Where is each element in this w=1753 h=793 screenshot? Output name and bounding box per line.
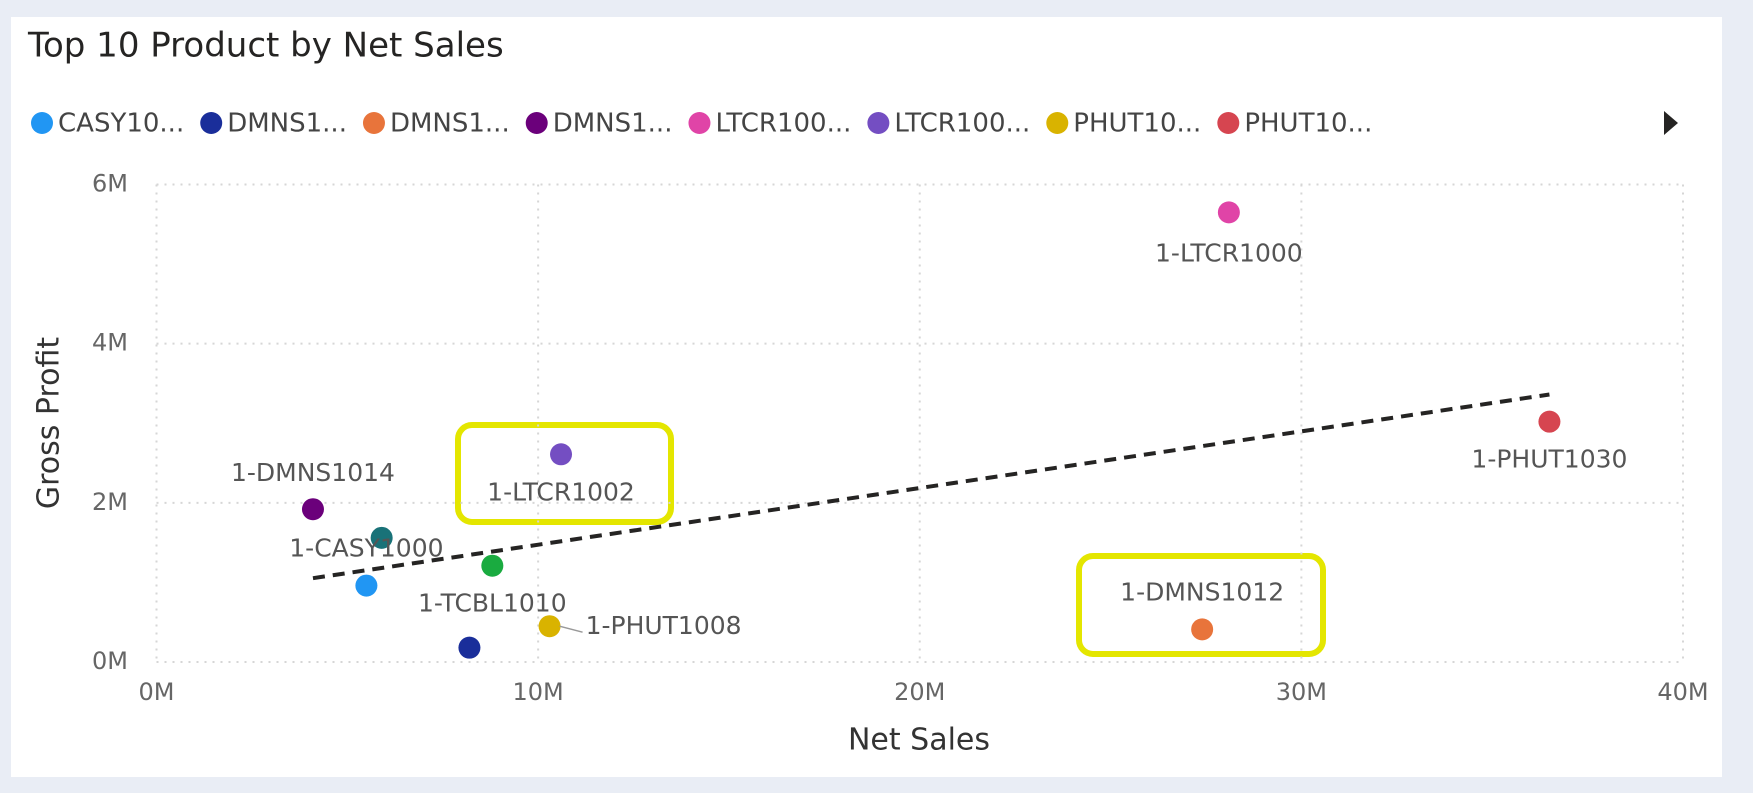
legend-marker (1046, 112, 1069, 134)
legend-label: LTCR100... (715, 109, 851, 139)
data-label: 1-DMNS1012 (1120, 577, 1284, 606)
y-tick-label: 6M (92, 170, 128, 198)
data-point (355, 574, 378, 597)
data-point (370, 526, 393, 549)
data-label: 1-LTCR1000 (1155, 238, 1303, 267)
leader-line (559, 625, 583, 633)
legend-marker (31, 112, 53, 134)
x-tick-label: 40M (1657, 678, 1708, 706)
legend-marker (688, 112, 711, 134)
legend-label: DMNS1... (390, 109, 510, 139)
legend-marker (867, 112, 890, 134)
highlight-box (455, 422, 674, 525)
legend-label: LTCR100... (894, 109, 1030, 139)
x-axis-title: Net Sales (848, 723, 990, 758)
data-point (481, 554, 504, 577)
legend-marker (200, 112, 223, 134)
data-point (1217, 201, 1240, 224)
highlight-box (1076, 553, 1326, 657)
y-axis-title: Gross Profit (32, 337, 67, 510)
legend-marker (1217, 112, 1240, 134)
data-point (550, 443, 573, 466)
y-tick-label: 2M (92, 488, 128, 516)
x-tick-label: 0M (139, 678, 175, 706)
data-label: 1-PHUT1030 (1471, 445, 1627, 474)
data-label: 1-DMNS1014 (231, 458, 395, 487)
legend-label: DMNS1... (227, 109, 347, 139)
data-point (458, 636, 481, 659)
data-point (1191, 618, 1214, 641)
legend-label: DMNS1... (553, 109, 673, 139)
legend-label: PHUT10... (1073, 109, 1201, 139)
trend-line (312, 392, 1550, 581)
x-tick-label: 10M (513, 678, 564, 706)
legend-label: PHUT10... (1244, 109, 1372, 139)
data-point (301, 498, 324, 521)
y-tick-label: 0M (92, 647, 128, 675)
data-label: 1-PHUT1008 (586, 611, 742, 640)
x-tick-label: 20M (894, 678, 945, 706)
data-point (1538, 410, 1561, 433)
legend-next-arrow[interactable] (1664, 111, 1678, 135)
legend-marker (362, 112, 385, 134)
data-point (538, 615, 561, 638)
y-tick-label: 4M (92, 329, 128, 357)
data-label: 1-LTCR1002 (487, 477, 635, 506)
data-label: 1-CASY1000 (289, 534, 443, 563)
legend-label: CASY10... (58, 109, 184, 139)
plot: 0M 10M 20M 30M 40M 0M 2M 4M 6M CASY10... DMNS1... D… (31, 109, 1709, 706)
chart-title: Top 10 Product by Net Sales (27, 26, 504, 66)
data-label: 1-TCBL1010 (418, 589, 567, 618)
legend-marker (525, 112, 548, 134)
x-tick-label: 30M (1276, 678, 1327, 706)
card (11, 17, 1722, 777)
